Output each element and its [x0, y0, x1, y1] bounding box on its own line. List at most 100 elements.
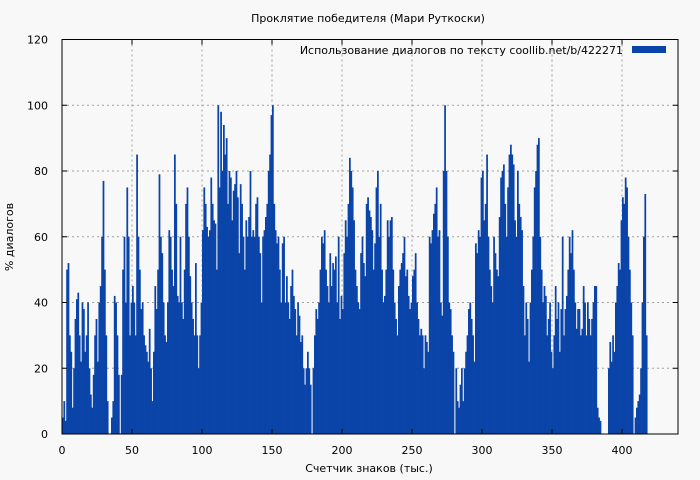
- bar: [174, 154, 176, 434]
- bar: [538, 138, 540, 434]
- bar: [200, 302, 203, 434]
- bar: [643, 236, 645, 434]
- bar: [95, 318, 98, 434]
- bar: [83, 309, 85, 434]
- bar: [221, 171, 224, 434]
- bar: [406, 269, 409, 434]
- data-bars: [62, 105, 648, 435]
- bar: [66, 269, 68, 434]
- bar: [284, 302, 287, 434]
- bar: [409, 309, 411, 434]
- bar: [644, 194, 647, 434]
- bar: [155, 309, 158, 434]
- bar: [547, 318, 550, 434]
- bar: [186, 187, 189, 434]
- bar: [225, 138, 228, 434]
- bar: [102, 180, 105, 434]
- bar: [224, 154, 227, 434]
- bar: [636, 407, 638, 434]
- bar: [98, 302, 101, 434]
- bar: [560, 309, 563, 434]
- bar: [178, 302, 180, 434]
- legend: Использование диалогов по тексту coollib…: [300, 44, 666, 57]
- bar: [120, 374, 123, 434]
- bar: [312, 368, 315, 434]
- bar: [640, 368, 642, 434]
- bar: [403, 236, 406, 434]
- bar: [503, 164, 505, 435]
- bar: [354, 269, 357, 434]
- x-tick-label: 350: [542, 444, 563, 457]
- bar: [427, 351, 430, 434]
- bar: [388, 236, 390, 434]
- bar: [393, 302, 396, 434]
- bar: [378, 236, 381, 434]
- bar: [500, 177, 502, 434]
- bar: [549, 302, 551, 434]
- bar: [113, 295, 116, 434]
- bar: [270, 115, 273, 435]
- y-tick-label: 120: [27, 34, 48, 47]
- bar: [183, 269, 186, 434]
- bar: [307, 351, 309, 434]
- bar: [612, 335, 614, 434]
- bar: [162, 302, 165, 434]
- bar: [218, 187, 221, 434]
- bar: [197, 368, 200, 434]
- bar: [508, 154, 511, 434]
- bar: [484, 203, 487, 434]
- bar: [78, 335, 81, 434]
- bar: [123, 236, 126, 434]
- bar: [624, 177, 627, 434]
- bar: [416, 302, 418, 434]
- bar: [561, 236, 564, 434]
- bar: [252, 230, 255, 434]
- bar: [570, 253, 572, 434]
- bar: [62, 417, 64, 434]
- bar: [505, 236, 508, 434]
- bar: [259, 253, 262, 434]
- bar: [638, 394, 641, 434]
- bar: [209, 230, 211, 434]
- bar: [360, 253, 362, 434]
- bar: [529, 302, 532, 434]
- bar: [125, 302, 127, 434]
- bar: [137, 236, 140, 434]
- legend-swatch: [632, 46, 666, 53]
- bar: [195, 263, 197, 434]
- bar: [591, 318, 593, 434]
- bar: [433, 213, 435, 434]
- bar: [526, 318, 529, 434]
- bar: [267, 171, 270, 434]
- bar: [169, 236, 172, 434]
- bar: [546, 335, 549, 434]
- x-tick-label: 200: [332, 444, 353, 457]
- bar: [472, 335, 474, 434]
- bar: [410, 302, 413, 434]
- bar: [258, 236, 260, 434]
- bar: [391, 217, 393, 434]
- bar: [521, 230, 523, 434]
- bar: [262, 236, 264, 434]
- bar: [234, 184, 236, 434]
- bar: [274, 230, 277, 434]
- bar: [399, 269, 402, 434]
- bar: [206, 226, 208, 434]
- bar: [517, 171, 519, 434]
- bar: [146, 351, 148, 434]
- bar: [343, 253, 346, 434]
- bar: [525, 302, 528, 434]
- bar: [286, 276, 288, 434]
- bar: [507, 187, 509, 434]
- bar: [501, 171, 504, 434]
- bar: [498, 217, 501, 434]
- bar: [136, 154, 138, 434]
- bar: [573, 269, 575, 434]
- bar: [126, 187, 129, 434]
- bar: [389, 220, 392, 434]
- bar: [357, 302, 360, 434]
- bar: [588, 318, 591, 434]
- bar: [84, 351, 87, 434]
- bar: [435, 187, 438, 434]
- bar: [336, 302, 339, 434]
